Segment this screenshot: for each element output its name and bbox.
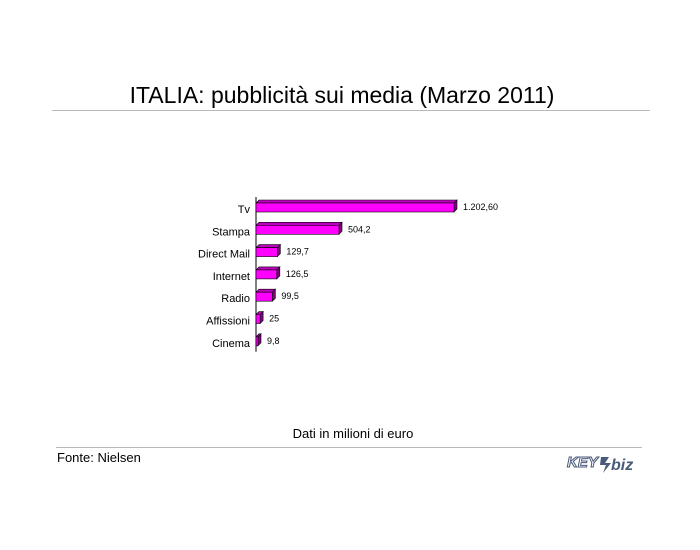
bar-4 [255,291,273,302]
value-label-3: 126,5 [286,269,309,279]
source-note: Fonte: Nielsen [57,450,141,465]
bar-top-1 [255,222,343,226]
bar-2 [255,247,278,257]
value-label-5: 25 [269,314,279,324]
value-label-4: 99,5 [281,291,299,301]
value-label-6: 9,8 [267,336,280,346]
bar-1 [255,225,340,235]
category-label-4: Radio [221,293,250,305]
chart-title: ITALIA: pubblicità sui media (Marzo 2011… [0,82,700,109]
category-label-2: Direct Mail [198,249,250,261]
bar-6 [255,336,259,347]
category-label-3: Internet [213,271,250,283]
category-label-1: Stampa [212,226,251,238]
chart-title-text: ITALIA: pubblicità sui media (Marzo 2011… [129,82,555,108]
category-label-0: Tv [238,204,251,216]
key4biz-logo: KEY biz [567,454,634,475]
bar-top-2 [255,244,282,248]
value-label-2: 129,7 [286,247,309,257]
bar-5 [255,314,261,324]
logo-arrow-icon [600,457,611,473]
category-label-5: Affissioni [206,316,250,328]
top-divider [52,110,650,111]
value-label-0: 1.202,60 [463,202,498,212]
logo-text-left: KEY [567,454,600,471]
logo-text-right: biz [611,457,633,474]
bar-top-4 [255,288,277,293]
bottom-divider [56,447,642,448]
bar-top-0 [255,199,458,204]
bar-top-3 [255,266,281,271]
value-label-1: 504,2 [348,224,371,234]
category-label-6: Cinema [212,338,251,350]
bar-3 [255,269,278,280]
bar-0 [255,202,455,213]
units-note: Dati in milioni di euro [292,426,414,441]
